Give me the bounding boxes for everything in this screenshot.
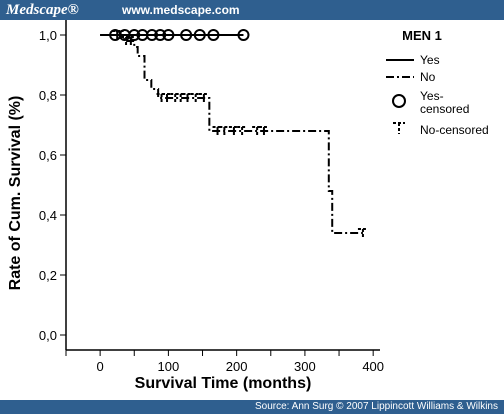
series-no-censored-mark [357, 228, 368, 239]
site-url-link[interactable]: www.medscape.com [122, 3, 240, 17]
series-yes-censored-marker [237, 29, 250, 41]
legend-title: MEN 1 [402, 28, 442, 43]
series-no-censored-mark [182, 93, 193, 104]
series-yes-censored-marker [146, 29, 159, 41]
x-axis-title: Survival Time (months) [135, 375, 312, 392]
legend-no-censored-label: No-censored [420, 123, 489, 137]
series-yes-censored-marker [154, 29, 167, 41]
header-bar: Medscape® www.medscape.com [0, 0, 504, 20]
legend-yes-censored-marker [392, 94, 406, 108]
axes [65, 20, 380, 351]
footer-bar: Source: Ann Surg © 2007 Lippincott Willi… [0, 400, 504, 414]
y-tick-label: 0,8 [39, 88, 57, 103]
series-no-censored-mark [175, 93, 186, 104]
legend: MEN 1 Yes No Yes- censored No-censored [386, 28, 489, 137]
series-no-censored-mark [228, 126, 239, 137]
series-yes-censored-marker [207, 29, 220, 41]
series-yes-censored-marker [162, 29, 175, 41]
series-no-censored-mark [252, 126, 263, 137]
y-tick-label: 0,0 [39, 328, 57, 343]
plot-background [66, 20, 380, 350]
x-tick-label: 200 [226, 359, 248, 374]
series-no-censored-mark [162, 93, 173, 104]
series-no-censored-mark [219, 126, 230, 137]
legend-yes-censored-label-part2: censored [420, 102, 469, 116]
series-no-censored-mark [190, 93, 201, 104]
series-no-censored-mark [258, 126, 269, 137]
series-no-line [100, 34, 363, 234]
legend-yes-censored-label: Yes- censored [420, 89, 469, 116]
x-tick-label: 300 [294, 359, 316, 374]
legend-no-label: No [420, 70, 436, 84]
brand-logo[interactable]: Medscape® [6, 2, 79, 18]
series-yes-censored-marker [128, 29, 141, 41]
legend-yes-label: Yes [420, 53, 440, 67]
series-yes-censored-marker [193, 29, 206, 41]
y-tick-label: 1,0 [39, 28, 57, 43]
x-tick-label: 100 [158, 359, 180, 374]
series-no-censored-mark [237, 126, 248, 137]
series-layer [100, 29, 368, 239]
series-no-censored-mark [156, 93, 167, 104]
survival-chart: 0,0 0,2 0,4 0,6 0,8 1,0 0 100 200 300 400 Survival… [7, 20, 489, 392]
y-tick-label: 0,4 [39, 208, 57, 223]
y-tick-label: 0,6 [39, 148, 57, 163]
legend-no-censored-marker [393, 122, 405, 134]
y-tick-label: 0,2 [39, 268, 57, 283]
x-tick-label: 0 [97, 359, 104, 374]
x-tick-label: 400 [362, 359, 384, 374]
y-axis-title: Rate of Cum. Survival (%) [7, 96, 24, 291]
plot-area [66, 20, 380, 350]
series-yes-censored-marker [180, 29, 193, 41]
series-no-censored-mark [198, 93, 209, 104]
ticks: 0,0 0,2 0,4 0,6 0,8 1,0 0 100 200 300 400 [39, 28, 384, 374]
series-no-censored-mark [170, 93, 181, 104]
series-no-censored-mark [212, 126, 223, 137]
source-credit: Source: Ann Surg © 2007 Lippincott Willi… [254, 401, 498, 412]
legend-yes-censored-label-part1: Yes- [420, 89, 444, 103]
